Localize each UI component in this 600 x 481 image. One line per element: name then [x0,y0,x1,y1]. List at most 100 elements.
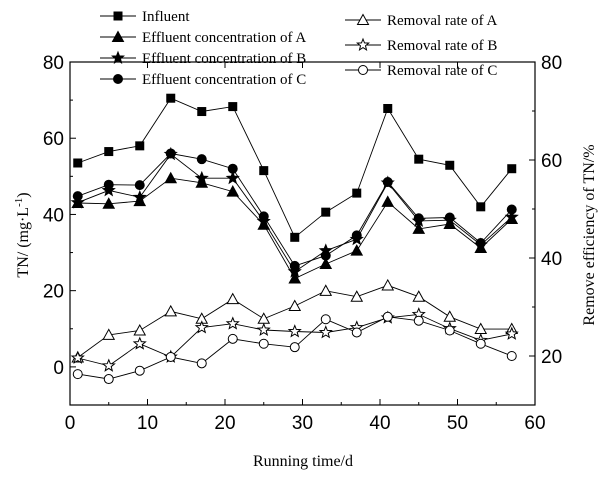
legend-marker [356,13,370,25]
data-point [444,212,455,223]
data-point [101,183,116,197]
data-point [103,374,114,385]
data-point [413,315,424,326]
plot-frame [69,61,536,406]
data-point [382,177,393,188]
legend: Influent Effluent concentration of A Efflu… [100,9,498,88]
data-point [445,160,455,170]
data-point [476,202,486,212]
y-right-tick-label: 60 [541,151,562,172]
legend-label: Removal rate of C [387,63,497,79]
x-tick-label: 30 [292,413,313,434]
data-point [102,328,116,340]
x-tick-label: 0 [65,413,76,434]
data-point [134,180,145,191]
data-point [196,154,207,165]
data-point [504,209,519,224]
axis-ticks: 0 10 20 30 40 50 60 0 20 40 60 80 20 40 60 80 [43,53,562,434]
series-7 [72,311,517,385]
data-point [257,312,271,324]
data-point [165,351,176,362]
x-axis-title: Running time/d [253,453,353,470]
data-point [259,166,269,176]
data-point [381,278,395,291]
data-point [290,232,300,242]
data-point [475,238,486,249]
data-point [443,310,457,322]
data-point [350,290,364,302]
data-point [194,170,209,185]
data-point [351,230,362,241]
legend-marker [113,74,123,84]
series-layer [70,93,519,385]
data-point [133,323,147,336]
legend-marker [358,65,368,75]
data-point [226,185,240,197]
data-point [197,107,207,117]
x-tick-label: 50 [447,413,468,434]
series-1 [73,93,517,242]
data-point [70,195,85,209]
y-left-tick-label: 20 [43,282,64,303]
data-point [134,365,145,376]
data-point [101,358,116,372]
y-left-tick-label: 80 [43,53,64,74]
legend-marker [356,37,370,52]
y-axis-left-title-main: TN/ (mg·L [15,207,32,278]
x-tick-label: 10 [137,413,158,434]
legend-label: Removal rate of B [387,38,497,54]
data-point [318,325,333,339]
data-point [288,299,302,312]
legend-label: Effluent concentration of A [142,30,306,46]
data-point [227,163,238,174]
y-right-tick-label: 80 [541,53,562,74]
y-left-tick-label: 60 [43,129,64,150]
data-point [166,93,176,103]
x-tick-label: 60 [524,413,545,434]
data-point [164,171,178,184]
data-point [351,327,362,338]
data-point [475,338,486,349]
data-point [70,350,85,364]
y-right-tick-label: 20 [541,347,562,368]
legend-marker [111,30,125,42]
data-point [474,322,488,335]
y-axis-right-title: Remove efficiency of TN/% [581,144,598,325]
data-point [102,197,116,209]
legend-label: Effluent concentration of B [142,51,306,67]
data-point [194,320,209,334]
data-point [504,326,519,340]
y-left-tick-label: 40 [43,205,64,226]
legend-item: Influent [100,9,190,25]
data-point [444,325,455,336]
data-point [72,191,83,202]
x-tick-label: 40 [369,413,390,434]
legend-label: Influent [142,9,190,25]
data-point [350,244,364,256]
legend-marker [111,50,125,65]
data-point [132,336,147,350]
data-point [412,222,426,234]
data-point [164,304,178,317]
data-point [287,264,302,278]
data-point [228,102,238,112]
series-4 [72,148,517,271]
data-point [319,257,333,269]
data-point [352,188,362,198]
legend-item: Removal rate of B [345,37,497,54]
legend-item: Removal rate of C [345,63,497,79]
data-point [226,292,240,305]
series-line [77,313,512,367]
data-point [135,141,145,151]
plot-border [69,61,536,406]
y-axis-left-title-close: ) [15,192,32,197]
data-point [414,154,424,164]
legend-label: Removal rate of A [387,13,498,29]
data-point [320,314,331,325]
data-point [287,324,302,338]
data-point [227,333,238,344]
data-point [103,179,114,190]
data-point [506,204,517,215]
data-point [383,103,393,113]
